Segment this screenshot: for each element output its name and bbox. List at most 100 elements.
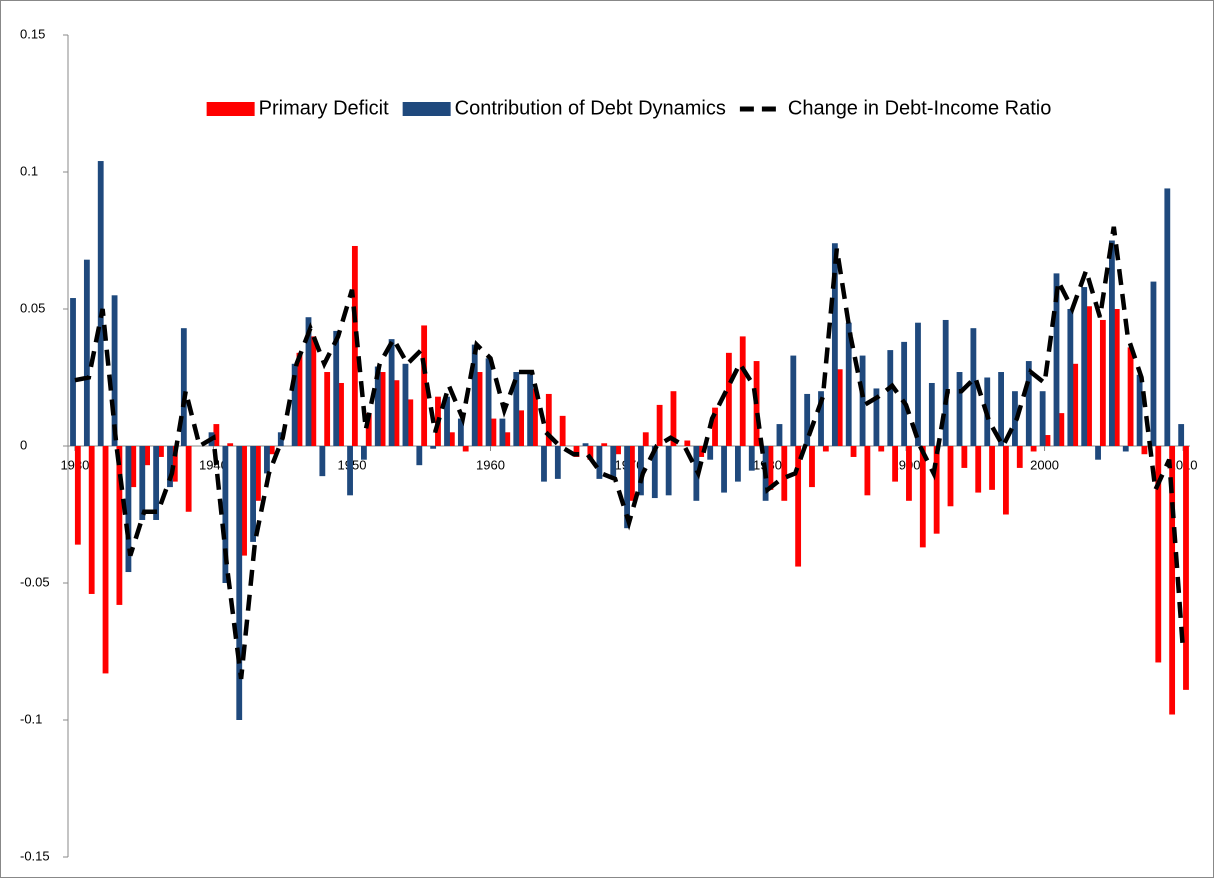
legend-label: Primary Deficit [259,97,389,119]
bar [748,446,755,471]
bar [1108,240,1115,446]
bar [822,446,829,452]
bar [264,446,270,474]
bar [1095,446,1101,460]
bar [1136,374,1143,446]
bar [712,407,718,446]
bar [499,418,506,446]
bar [139,446,146,520]
bar [1053,273,1060,446]
bar [887,350,894,446]
bar [338,382,344,446]
bar [610,446,617,479]
bar [347,446,353,496]
bar [255,446,261,501]
bar [374,366,381,446]
bar [795,446,802,567]
bar [250,446,256,542]
bar [545,393,552,446]
bar [402,363,409,446]
bar [961,446,968,468]
bar [227,443,234,446]
bar [601,443,608,446]
bar [518,410,525,446]
bar [490,418,497,446]
bar [873,388,880,446]
bar [836,369,843,446]
bar [171,446,178,482]
bar [970,328,977,446]
bar [185,446,192,512]
bar [1150,281,1157,446]
bar [1067,309,1074,446]
bar [74,446,81,545]
bar [845,322,852,446]
bar [416,446,423,466]
bar [513,372,520,446]
bar [1025,361,1032,446]
bar [319,446,326,477]
bar [947,446,954,507]
bar [892,446,899,482]
bar [351,245,358,446]
bar [430,446,437,449]
bar [167,446,173,488]
bar [554,446,561,479]
bar [928,382,935,446]
bar [388,339,395,446]
bar [790,355,797,446]
x-tick-label: 2000 [1030,457,1059,472]
bar [933,446,940,534]
bar [587,446,594,460]
bar [324,372,331,446]
bar [153,446,160,520]
bar [1072,363,1079,446]
bar [878,446,885,452]
bar [629,446,635,501]
bar [268,446,275,455]
bar [781,446,788,501]
bar [859,355,866,446]
bar [776,424,783,446]
bar [1099,319,1106,446]
bar [1016,446,1023,468]
bar [642,432,649,446]
bar [504,432,511,446]
bar [1183,446,1189,690]
bar [130,446,137,488]
bar [1113,309,1120,446]
y-tick-label: -0.15 [20,848,50,863]
bar [444,396,450,446]
bar [1155,446,1162,663]
bar [1122,446,1129,452]
bar [707,446,714,460]
bar [296,352,303,446]
bar [213,424,220,446]
bar [1003,446,1009,515]
bar [1141,446,1148,455]
y-tick-label: -0.05 [20,574,50,589]
bar [1081,287,1088,446]
bar [485,358,492,446]
bar [305,317,312,446]
bar [158,446,164,457]
bar [471,344,478,446]
bar [532,388,538,446]
bar [102,446,109,674]
bar [906,446,912,501]
bar [116,446,123,605]
bar [615,446,621,455]
bar [1127,347,1134,446]
bar [656,404,663,446]
y-tick-label: 0.15 [20,26,45,41]
bar [818,391,824,446]
bar [333,330,340,446]
bar [1039,391,1046,446]
bar [291,363,298,446]
bar [97,161,104,447]
bar [767,446,774,490]
bar [83,259,90,446]
bar [70,298,76,446]
